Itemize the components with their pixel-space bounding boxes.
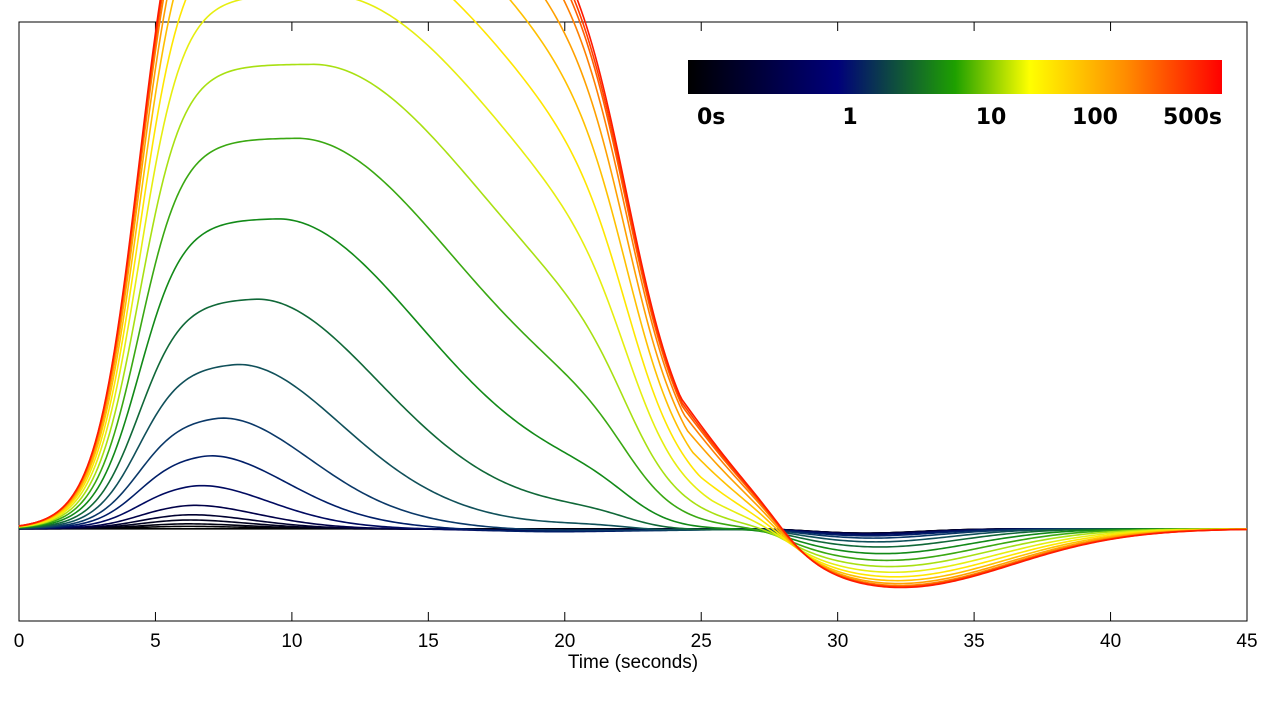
x-tick-label-45: 45 bbox=[1236, 631, 1257, 652]
colorbar-label-0s: 0s bbox=[697, 105, 725, 130]
x-tick-label-20: 20 bbox=[554, 631, 575, 652]
series-line-s16 bbox=[18, 0, 1248, 578]
series-line-s12 bbox=[18, 218, 1247, 555]
x-tick-labels: 0 5 10 15 20 25 30 35 40 45 bbox=[14, 631, 1258, 652]
x-tick-label-25: 25 bbox=[691, 631, 712, 652]
series-line-s13 bbox=[18, 137, 1248, 562]
x-tick-label-10: 10 bbox=[281, 631, 302, 652]
series-lines bbox=[18, 0, 1248, 589]
series-line-s15 bbox=[18, 0, 1248, 574]
colorbar-gradient bbox=[688, 60, 1222, 94]
x-tick-label-30: 30 bbox=[827, 631, 848, 652]
colorbar: 0s 1 10 100 500s bbox=[688, 60, 1222, 130]
colorbar-label-100: 100 bbox=[1072, 105, 1118, 130]
x-tick-label-0: 0 bbox=[14, 631, 25, 652]
colorbar-label-1: 1 bbox=[842, 105, 857, 130]
series-line-s11 bbox=[18, 298, 1247, 548]
colorbar-label-10: 10 bbox=[976, 105, 1007, 130]
series-line-s18 bbox=[18, 0, 1248, 585]
x-tick-label-40: 40 bbox=[1100, 631, 1121, 652]
series-line-s10 bbox=[18, 363, 1247, 543]
series-line-500s bbox=[18, 0, 1248, 589]
series-line-s14 bbox=[18, 63, 1247, 568]
x-tick-label-5: 5 bbox=[150, 631, 161, 652]
x-tick-label-35: 35 bbox=[964, 631, 985, 652]
colorbar-label-500s: 500s bbox=[1163, 105, 1222, 130]
x-tick-label-15: 15 bbox=[418, 631, 439, 652]
series-line-s17 bbox=[18, 0, 1248, 582]
x-axis-label: Time (seconds) bbox=[568, 652, 698, 673]
plot-frame bbox=[18, 21, 1248, 622]
